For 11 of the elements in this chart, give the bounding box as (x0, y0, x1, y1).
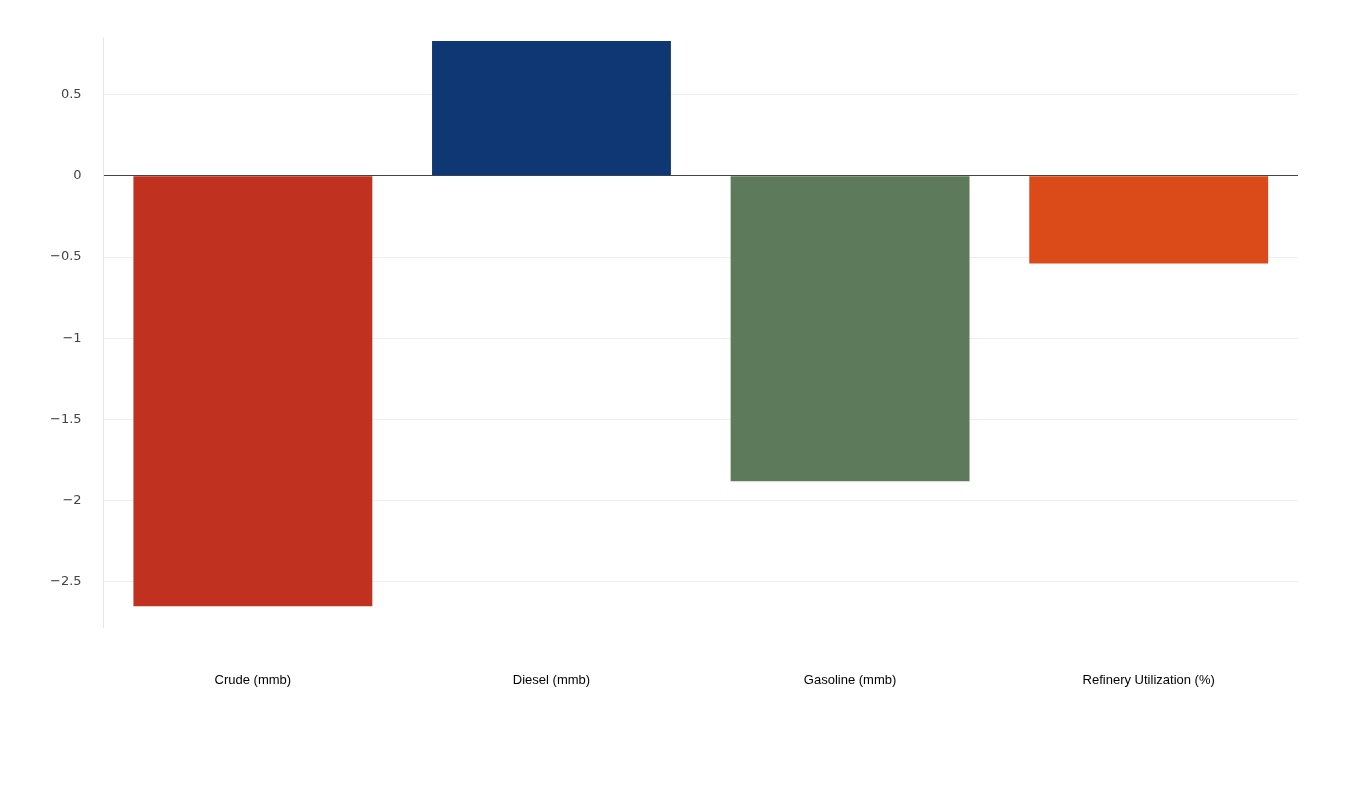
y-tick-label: −2 (62, 492, 82, 508)
y-tick-label: 0.5 (60, 86, 82, 102)
y-tick-label: −0.5 (49, 248, 82, 264)
y-tick-label: −2.5 (49, 573, 82, 589)
y-tick-label: −1 (62, 329, 82, 345)
x-tick-label: Crude (mmb) (214, 671, 292, 687)
y-tick-label: −1.5 (49, 410, 82, 426)
x-tick-label: Refinery Utilization (%) (1082, 671, 1215, 687)
x-tick-label: Gasoline (mmb) (803, 671, 897, 687)
x-tick-label: Diesel (mmb) (512, 671, 591, 687)
y-tick-label: 0 (73, 167, 82, 183)
